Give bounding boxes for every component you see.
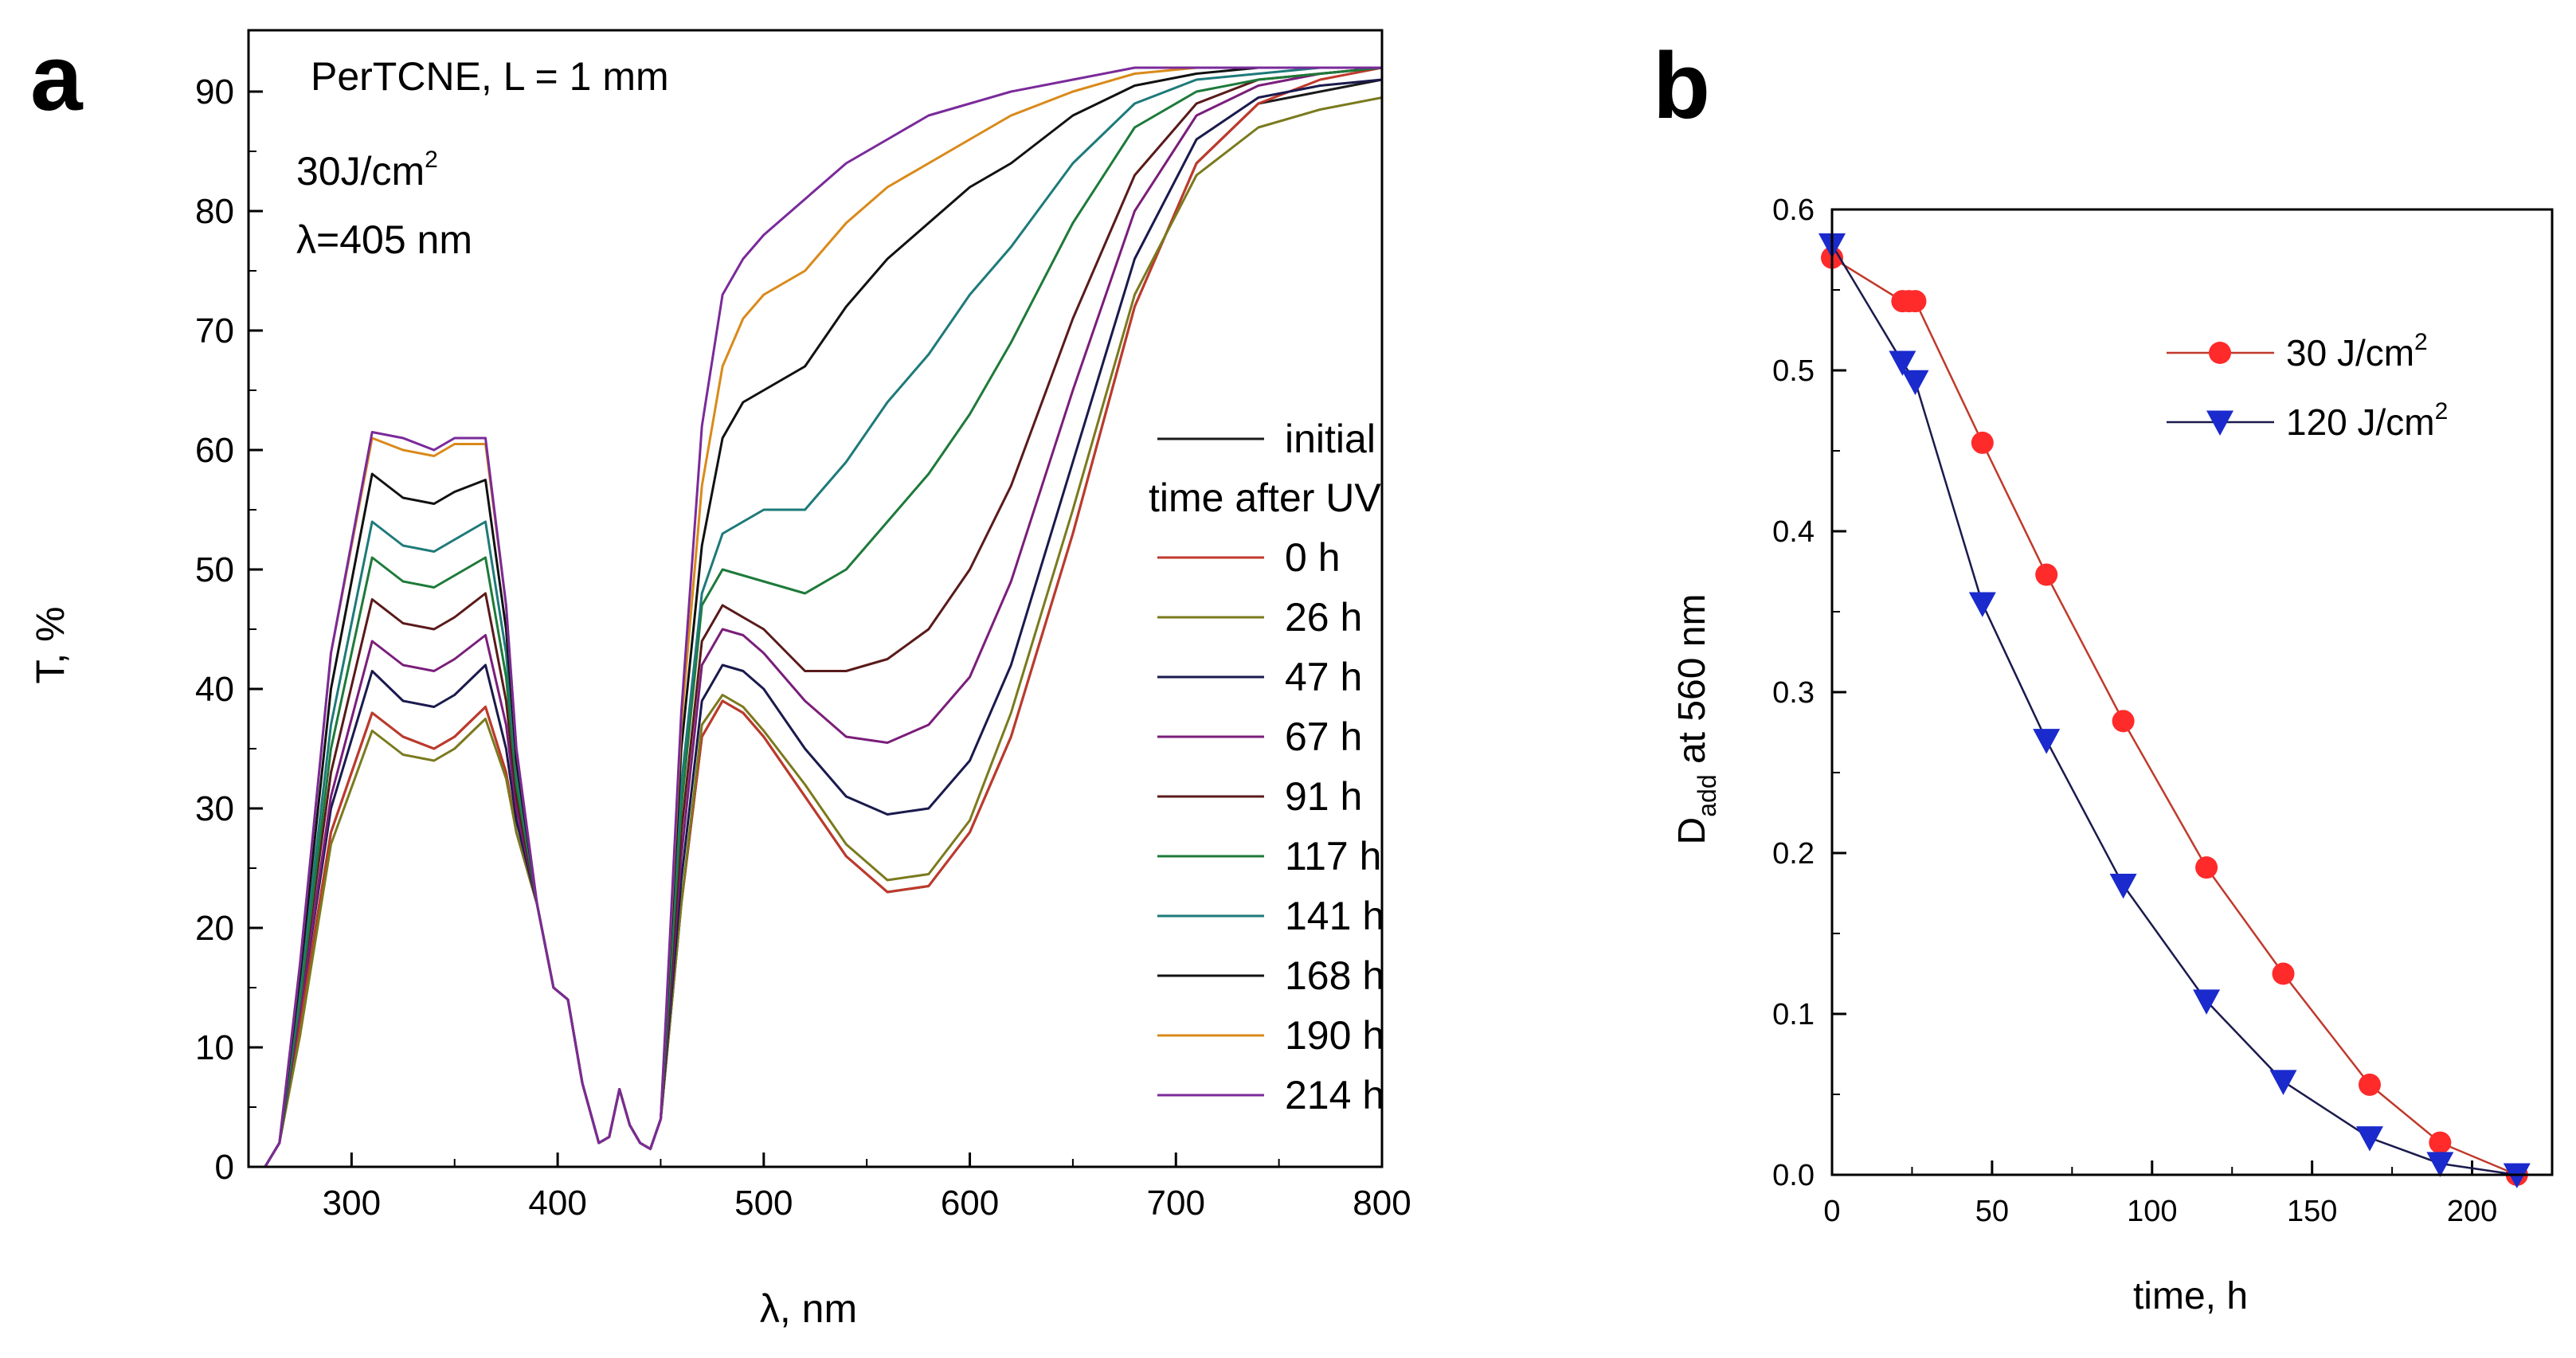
- y-tick-label: 0.4: [1772, 515, 1815, 549]
- x-tick-label: 150: [2287, 1195, 2337, 1228]
- data-point-120-j-cm: [1901, 370, 1929, 396]
- panel-b-series: [1818, 233, 2531, 1188]
- legend-label-67-h: 67 h: [1285, 714, 1362, 759]
- legend-label-168-h: 168 h: [1285, 953, 1384, 998]
- x-tick-label: 600: [941, 1184, 999, 1223]
- y-tick-label: 50: [195, 550, 234, 589]
- panel-b-y-ticks: 0.0 0.1 0.2 0.3 0.4 0.5 0.6: [1772, 194, 1846, 1192]
- y-tick-label: 70: [195, 311, 234, 350]
- panel-a-x-ticks: 300 400 500 600 700 800: [248, 1153, 1411, 1223]
- legend-label-text: 30 J/cm: [2286, 332, 2414, 374]
- data-point-30-j-cm: [2358, 1073, 2381, 1096]
- legend-label-47-h: 47 h: [1285, 655, 1362, 699]
- legend-label-superscript: 2: [2414, 329, 2428, 355]
- dose-annotation: 30J/cm2: [296, 147, 438, 194]
- panel-b-plot-frame: [1830, 208, 2554, 1176]
- series-line-120-j-cm: [1830, 244, 2517, 1176]
- y-label-main: D: [1671, 817, 1713, 845]
- legend-header: time after UV: [1149, 475, 1381, 520]
- panel-a-legend: initial time after UV 0 h 26 h 47 h 67 h 91 …: [1149, 417, 1384, 1117]
- legend-initial-label: initial: [1285, 417, 1376, 461]
- x-tick-label: 300: [323, 1184, 381, 1223]
- legend-label-214-h: 214 h: [1285, 1073, 1384, 1117]
- y-tick-label: 0.0: [1772, 1159, 1815, 1192]
- data-point-30-j-cm: [2195, 856, 2218, 879]
- y-tick-label: 90: [195, 72, 234, 112]
- panel-b: b 0.0 0.1 0.2 0.3 0.4 0.5 0.6 0 50 100 150 200 Dad…: [1653, 33, 2554, 1317]
- legend-label-26-h: 26 h: [1285, 595, 1362, 640]
- dose-superscript: 2: [425, 147, 438, 173]
- panel-a-x-axis-label: λ, nm: [760, 1286, 857, 1331]
- legend-label-0-h: 0 h: [1285, 535, 1341, 580]
- legend-label-141-h: 141 h: [1285, 894, 1384, 938]
- y-tick-label: 80: [195, 192, 234, 231]
- x-tick-label: 500: [734, 1184, 793, 1223]
- panel-b-x-axis-label: time, h: [2133, 1275, 2248, 1317]
- x-tick-label: 700: [1147, 1184, 1205, 1223]
- data-point-120-j-cm: [2033, 729, 2061, 754]
- panel-a-y-axis-label: T, %: [28, 606, 72, 683]
- series-214-h: [249, 66, 1382, 1168]
- legend-marker-120-j-cm: [2206, 410, 2233, 436]
- dose-value: 30J/cm: [296, 149, 425, 194]
- legend-marker-30-j-cm: [2209, 342, 2231, 364]
- data-point-120-j-cm: [2193, 989, 2221, 1015]
- y-tick-label: 40: [195, 670, 234, 709]
- y-tick-label: 30: [195, 789, 234, 828]
- y-tick-label: 0.1: [1772, 998, 1815, 1031]
- y-tick-label: 10: [195, 1028, 234, 1067]
- panel-b-label: b: [1653, 33, 1710, 139]
- x-tick-label: 0: [1823, 1195, 1840, 1228]
- data-point-120-j-cm: [2269, 1070, 2297, 1095]
- data-point-30-j-cm: [2112, 710, 2135, 733]
- series-line-30-j-cm: [1831, 256, 2518, 1176]
- wavelength-annotation: λ=405 nm: [296, 217, 472, 262]
- data-point-30-j-cm: [1971, 431, 1994, 454]
- data-point-30-j-cm: [2272, 962, 2295, 985]
- legend-label-190-h: 190 h: [1285, 1013, 1384, 1058]
- data-point-30-j-cm: [2035, 563, 2058, 586]
- panel-a-label: a: [30, 25, 84, 131]
- panel-b-y-axis-label: Dadd at 560 nm: [1671, 594, 1721, 845]
- y-tick-label: 0.2: [1772, 837, 1815, 871]
- legend-label-superscript: 2: [2435, 398, 2449, 425]
- data-point-120-j-cm: [2355, 1126, 2383, 1152]
- y-tick-label: 0: [215, 1148, 234, 1187]
- panel-a-plot-frame: [247, 29, 1384, 1168]
- panel-a: a PerTCNE, L = 1 mm 30J/cm2 λ=405 nm 0 10…: [28, 25, 1411, 1331]
- y-tick-label: 0.3: [1772, 676, 1815, 710]
- data-point-30-j-cm: [1904, 290, 1927, 313]
- data-point-120-j-cm: [1968, 592, 1996, 617]
- data-point-30-j-cm: [2429, 1131, 2452, 1154]
- legend-label-91-h: 91 h: [1285, 774, 1362, 819]
- x-tick-label: 800: [1353, 1184, 1411, 1223]
- data-point-120-j-cm: [2426, 1152, 2454, 1177]
- y-label-rest: at 560 nm: [1671, 594, 1713, 775]
- y-tick-label: 20: [195, 909, 234, 948]
- legend-label-117-h: 117 h: [1285, 834, 1381, 879]
- legend-label-30-j-cm: 30 J/cm2: [2286, 329, 2428, 374]
- x-tick-label: 200: [2447, 1195, 2497, 1228]
- y-tick-label: 0.5: [1772, 354, 1815, 388]
- data-point-120-j-cm: [2109, 873, 2137, 899]
- panel-a-y-ticks: 0 10 20 30 40 50 60 70 80 90: [195, 72, 263, 1187]
- legend-label-text: 120 J/cm: [2286, 401, 2435, 443]
- x-tick-label: 50: [1975, 1195, 2009, 1228]
- x-tick-label: 400: [528, 1184, 586, 1223]
- data-point-120-j-cm: [1889, 350, 1916, 376]
- legend-label-120-j-cm: 120 J/cm2: [2286, 398, 2448, 443]
- sample-annotation: PerTCNE, L = 1 mm: [311, 54, 669, 99]
- y-tick-label: 0.6: [1772, 194, 1815, 227]
- x-tick-label: 100: [2127, 1195, 2177, 1228]
- y-tick-label: 60: [195, 431, 234, 470]
- y-label-subscript: add: [1693, 774, 1721, 816]
- panel-a-series: [249, 66, 1383, 1168]
